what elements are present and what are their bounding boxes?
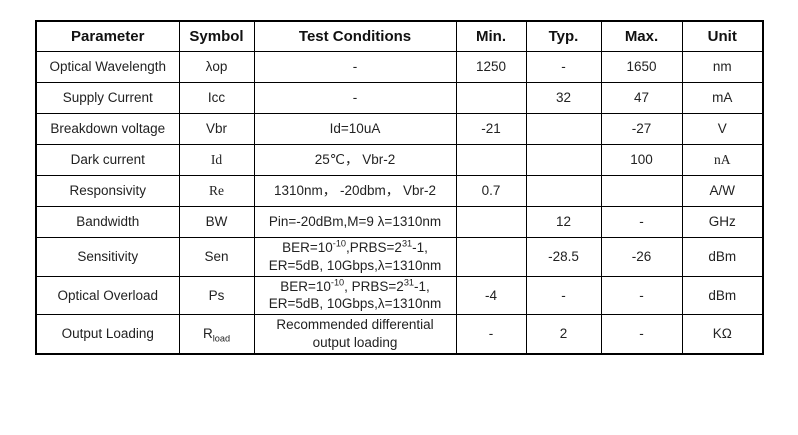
cell-parameter: Supply Current [35,82,180,114]
cell-symbol: Rload [178,314,255,355]
cell-conditions: 25℃， Vbr-2 [253,144,457,176]
spec-table: Parameter Symbol Test Conditions Min. Ty… [35,20,764,355]
cell-conditions: Pin=-20dBm,M=9 λ=1310nm [253,206,457,238]
cell-symbol: Id [178,144,255,176]
cell-unit: dBm [681,237,764,277]
cell-parameter: Optical Overload [35,275,180,316]
cell-parameter: Output Loading [35,314,180,355]
cell-parameter: Optical Wavelength [35,51,180,83]
cell-max: 47 [600,82,683,114]
table-row: Optical Overload Ps BER=10-10, PRBS=231-1,… [35,275,764,316]
cell-typ [525,144,602,176]
cell-max [600,175,683,207]
column-header-parameter: Parameter [35,20,180,52]
cell-max: -26 [600,237,683,277]
cell-conditions: - [253,51,457,83]
cell-parameter: Responsivity [35,175,180,207]
table-row: Breakdown voltage Vbr Id=10uA -21 -27 V [35,113,764,145]
cell-unit: A/W [681,175,764,207]
cell-min [455,82,527,114]
cell-unit: nA [681,144,764,176]
cell-min [455,237,527,277]
cell-unit: V [681,113,764,145]
cell-max: - [600,275,683,316]
cell-typ: 12 [525,206,602,238]
cell-max: -27 [600,113,683,145]
table-row: Optical Wavelength λop -1250-1650 nm [35,51,764,83]
cell-symbol: λop [178,51,255,83]
cell-symbol: Vbr [178,113,255,145]
cell-min: -21 [455,113,527,145]
cell-parameter: Dark current [35,144,180,176]
cell-max: - [600,314,683,355]
table-row: Supply Current Icc - 32 47 mA [35,82,764,114]
column-header-test-conditions: Test Conditions [253,20,457,52]
cell-min [455,144,527,176]
table-row: Dark current Id 25℃， Vbr-2 100 nA [35,144,764,176]
cell-conditions: Recommended differential output loading [253,314,457,355]
cell-parameter: Breakdown voltage [35,113,180,145]
cell-typ: - [525,275,602,316]
table-row: Output Loading Rload Recommended different… [35,314,764,355]
cell-symbol: Re [178,175,255,207]
cell-symbol: BW [178,206,255,238]
cell-unit: KΩ [681,314,764,355]
cell-max: - [600,206,683,238]
cell-typ: - [525,51,602,83]
cell-typ: -28.5 [525,237,602,277]
cell-parameter: Bandwidth [35,206,180,238]
cell-conditions: Id=10uA [253,113,457,145]
column-header-min: Min. [455,20,527,52]
cell-unit: mA [681,82,764,114]
cell-typ: 32 [525,82,602,114]
table-row: Bandwidth BW Pin=-20dBm,M=9 λ=1310nm 12- GHz [35,206,764,238]
column-header-max: Max. [600,20,683,52]
cell-min [455,206,527,238]
cell-min: 1250 [455,51,527,83]
column-header-typ: Typ. [525,20,602,52]
cell-min: 0.7 [455,175,527,207]
cell-unit: GHz [681,206,764,238]
cell-typ: 2 [525,314,602,355]
cell-conditions: BER=10-10,PRBS=231-1, ER=5dB, 10Gbps,λ=13… [253,237,457,277]
cell-symbol: Icc [178,82,255,114]
table-row: Responsivity Re 1310nm， -20dbm， Vbr-2 0.7 A/… [35,175,764,207]
table-body: Optical Wavelength λop -1250-1650 nm Supply … [35,51,764,355]
cell-symbol: Sen [178,237,255,277]
cell-conditions: 1310nm， -20dbm， Vbr-2 [253,175,457,207]
cell-typ [525,113,602,145]
cell-unit: dBm [681,275,764,316]
cell-max: 100 [600,144,683,176]
cell-typ [525,175,602,207]
column-header-symbol: Symbol [178,20,255,52]
cell-parameter: Sensitivity [35,237,180,277]
cell-unit: nm [681,51,764,83]
cell-symbol: Ps [178,275,255,316]
cell-conditions: BER=10-10, PRBS=231-1, ER=5dB, 10Gbps,λ=1… [253,275,457,316]
cell-conditions: - [253,82,457,114]
cell-max: 1650 [600,51,683,83]
cell-min: -4 [455,275,527,316]
table-row: Sensitivity Sen BER=10-10,PRBS=231-1, ER=5d… [35,237,764,277]
table-header-row: Parameter Symbol Test Conditions Min. Ty… [35,20,764,52]
cell-min: - [455,314,527,355]
column-header-unit: Unit [681,20,764,52]
